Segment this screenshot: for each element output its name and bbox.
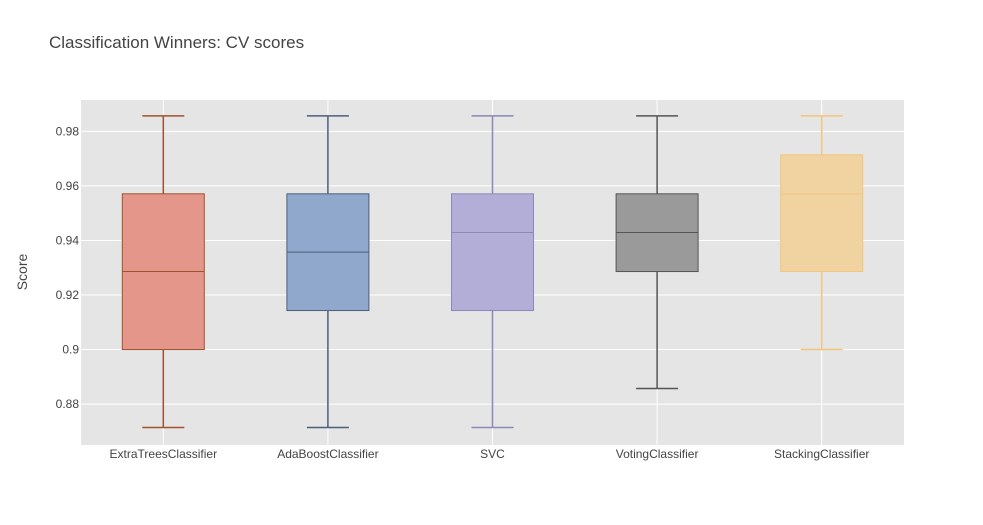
x-tick-label: ExtraTreesClassifier <box>110 447 218 461</box>
y-tick-label: 0.92 <box>56 288 80 302</box>
box-ExtraTreesClassifier <box>121 115 205 429</box>
y-axis-label: Score <box>14 254 30 291</box>
y-tick-label: 0.9 <box>62 343 79 357</box>
y-tick-label: 0.96 <box>56 179 80 193</box>
x-tick-label: VotingClassifier <box>616 447 699 461</box>
boxes <box>121 115 864 429</box>
iqr-box <box>780 154 864 273</box>
x-tick-label: SVC <box>480 447 505 461</box>
y-axis-ticks: 0.88 0.9 0.92 0.94 0.96 0.98 <box>56 124 80 411</box>
box-AdaBoostClassifier <box>286 115 370 429</box>
box-SVC <box>451 115 534 429</box>
y-tick-label: 0.94 <box>56 233 80 247</box>
x-tick-label: AdaBoostClassifier <box>277 447 378 461</box>
iqr-box <box>451 193 534 312</box>
y-tick-label: 0.88 <box>56 397 80 411</box>
x-axis-ticks: ExtraTreesClassifier AdaBoostClassifier SV… <box>110 447 870 461</box>
chart-title: Classification Winners: CV scores <box>49 33 305 52</box>
x-tick-label: StackingClassifier <box>774 447 869 461</box>
box-VotingClassifier <box>615 115 699 390</box>
box-StackingClassifier <box>780 115 864 351</box>
y-tick-label: 0.98 <box>56 124 80 138</box>
